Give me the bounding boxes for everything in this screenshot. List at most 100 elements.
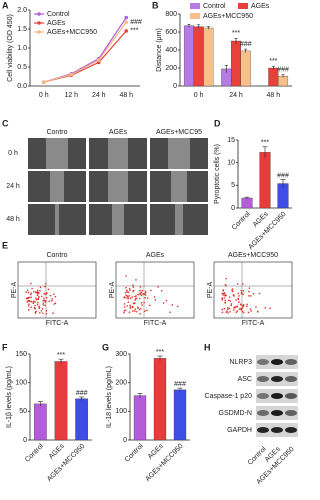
event	[246, 305, 248, 308]
event	[223, 307, 226, 310]
band	[271, 393, 283, 399]
event	[34, 312, 37, 314]
event	[252, 292, 255, 295]
point	[124, 20, 129, 24]
event	[30, 306, 32, 309]
y-tick-label: 1.0	[17, 45, 27, 52]
event	[242, 290, 245, 292]
event	[237, 297, 239, 300]
event	[241, 307, 243, 310]
event	[225, 284, 227, 287]
event	[42, 303, 44, 306]
error-bar	[234, 37, 238, 44]
protein-label: Caspase-1 p20	[205, 393, 253, 400]
event	[146, 297, 149, 299]
column-label: AGEs+MCC95	[156, 129, 202, 136]
event	[139, 286, 142, 288]
event	[241, 310, 244, 313]
annotation: ###	[76, 390, 88, 397]
event	[53, 293, 55, 295]
event	[37, 301, 39, 304]
event	[128, 287, 131, 290]
event	[233, 306, 236, 309]
series-line	[43, 21, 127, 83]
event	[44, 301, 47, 303]
event	[40, 310, 43, 312]
event	[46, 296, 48, 299]
event	[227, 312, 229, 314]
event	[225, 311, 228, 314]
event	[126, 304, 129, 307]
x-tick-label: AGEs+MCC950	[46, 443, 86, 483]
legend-marker	[37, 12, 41, 16]
y-tick-label: 600	[165, 29, 177, 36]
row-label: 48 h	[6, 216, 20, 223]
legend-label: AGEs+MCC950	[203, 13, 253, 20]
y-tick-label: 0.5	[17, 64, 27, 71]
event	[43, 299, 46, 302]
event	[30, 292, 33, 294]
bar	[259, 152, 271, 209]
legend-swatch	[190, 13, 200, 19]
y-tick-label: 50	[19, 408, 27, 415]
event	[242, 303, 245, 306]
event	[36, 303, 39, 306]
event	[38, 306, 41, 308]
x-tick-label: AGEs	[48, 442, 66, 460]
event	[37, 297, 40, 300]
annotation: ***	[232, 30, 240, 37]
event	[228, 307, 231, 310]
event	[255, 306, 257, 308]
event	[139, 289, 141, 292]
event	[231, 290, 234, 293]
event	[258, 292, 261, 295]
event	[221, 292, 224, 295]
event	[36, 294, 39, 296]
annotation: ***	[156, 349, 164, 356]
event	[238, 308, 241, 310]
point	[124, 29, 129, 33]
band	[257, 376, 269, 382]
event	[150, 289, 152, 292]
event	[171, 304, 174, 306]
event	[39, 286, 42, 289]
annotation: ###	[277, 172, 289, 179]
point	[96, 58, 101, 62]
bar	[75, 398, 89, 441]
event	[123, 296, 126, 298]
error-bar	[177, 387, 183, 392]
event	[27, 305, 30, 307]
event	[143, 301, 145, 304]
event	[236, 310, 239, 312]
error-bar	[206, 26, 210, 30]
legend-label: AGEs+MCC950	[47, 29, 97, 36]
event	[125, 286, 127, 289]
flow-plot	[17, 261, 97, 319]
event	[131, 306, 134, 309]
bar	[241, 197, 253, 209]
point	[41, 80, 46, 84]
event	[139, 293, 142, 296]
event	[236, 282, 239, 285]
event	[235, 299, 237, 301]
event	[248, 295, 250, 297]
protein-label: GSDMD-N	[219, 410, 252, 417]
y-tick-label: 1.5	[17, 26, 27, 33]
event	[135, 295, 137, 297]
event	[36, 291, 39, 293]
event	[223, 292, 226, 294]
event	[26, 289, 29, 291]
event	[269, 307, 271, 310]
legend-marker	[37, 21, 41, 25]
event	[126, 291, 129, 293]
error-bar	[244, 48, 248, 53]
event	[140, 302, 143, 304]
error-bar	[224, 65, 228, 73]
y-tick-label: 300	[115, 351, 127, 358]
annotation: ###	[240, 41, 252, 48]
event	[42, 312, 44, 315]
x-tick-label: 0 h	[194, 92, 204, 99]
error-bar	[157, 355, 163, 361]
event	[144, 290, 147, 293]
error-bar	[280, 179, 286, 188]
